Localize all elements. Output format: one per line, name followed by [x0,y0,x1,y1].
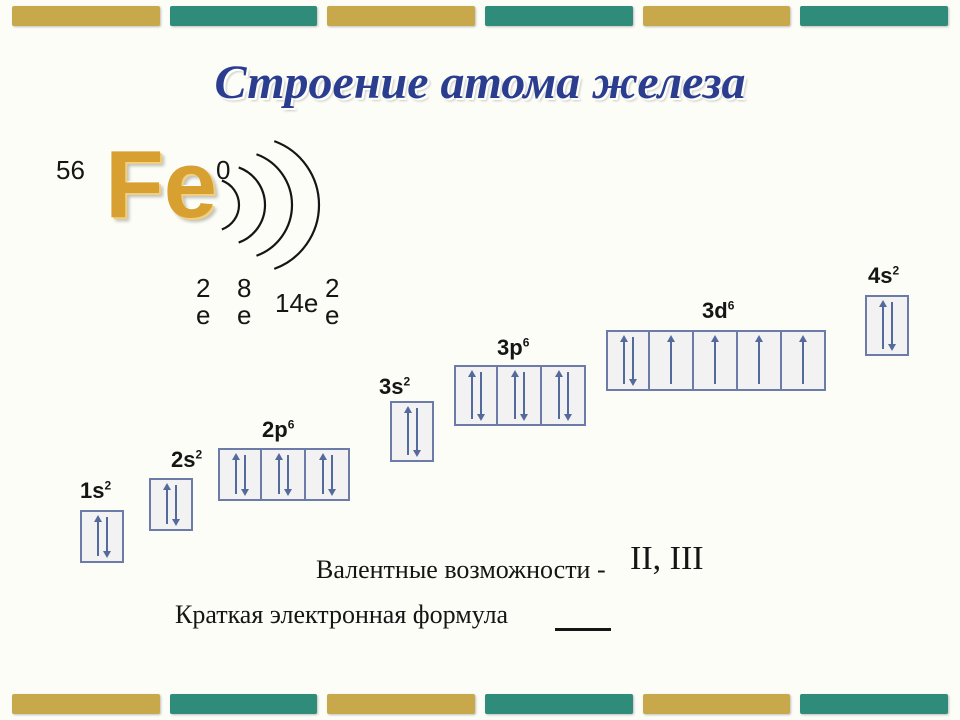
orbital-3d [606,330,826,391]
electron-arrow-up [319,453,327,496]
orbital-cell [865,295,909,356]
electron-arrow-down [888,300,896,351]
electron-arrow-down [241,453,249,496]
electron-arrow-up [275,453,283,496]
element-symbol: Fe [105,130,217,240]
electron-arrow-up [163,483,171,526]
formula-text: Краткая электронная формула [175,600,508,630]
orbital-label-2s: 2s2 [171,447,202,473]
shell-electron-count: 14е [275,290,318,316]
electron-arrow-up [620,335,628,386]
orbital-label-3p: 3p6 [497,335,529,361]
decor-bar [327,6,475,26]
orbital-cell [306,448,350,501]
decor-bar [485,694,633,714]
electron-arrow-down [103,515,111,558]
decor-bar [800,694,948,714]
electron-arrow-down [172,483,180,526]
orbital-cell [390,401,434,462]
decor-bar [800,6,948,26]
electron-arrow-up [94,515,102,558]
electron-arrow-down [413,406,421,457]
orbital-cell [454,365,498,426]
orbital-3s [390,401,434,462]
electron-arrow-up [879,300,887,351]
orbital-2s [149,478,193,531]
electron-arrow-up [555,370,563,421]
electron-arrow-down [520,370,528,421]
orbital-cell [218,448,262,501]
electron-arrow-down [564,370,572,421]
electron-arrow-down [477,370,485,421]
orbital-label-3s: 3s2 [379,374,410,400]
electron-arrow-up [468,370,476,421]
orbital-1s [80,510,124,563]
decor-bar [170,694,318,714]
valence-text: Валентные возможности - [316,555,606,585]
decor-bar [12,6,160,26]
orbital-cell [782,330,826,391]
orbital-cell [262,448,306,501]
formula-underline [555,628,611,631]
orbital-cell [650,330,694,391]
orbital-cell [606,330,650,391]
decor-bar [643,6,791,26]
electron-arrow-up [232,453,240,496]
electron-shell-arcs [205,135,385,295]
orbital-3p [454,365,586,426]
valence-values: II, III [630,540,704,578]
electron-arrow-down [284,453,292,496]
decor-bar [643,694,791,714]
orbital-cell [498,365,542,426]
orbital-2p [218,448,350,501]
electron-arrow-up [799,335,807,386]
electron-arrow-up [511,370,519,421]
orbital-cell [149,478,193,531]
decor-bar [170,6,318,26]
top-border-bars [0,6,960,26]
orbital-cell [738,330,782,391]
page-title: Строение атома железа [0,55,960,110]
bottom-border-bars [0,694,960,714]
electron-arrow-down [328,453,336,496]
decor-bar [485,6,633,26]
electron-arrow-up [755,335,763,386]
electron-arrow-up [404,406,412,457]
orbital-label-1s: 1s2 [80,478,111,504]
orbital-label-2p: 2p6 [262,417,294,443]
electron-arrow-up [711,335,719,386]
orbital-label-3d: 3d6 [702,298,734,324]
orbital-cell [694,330,738,391]
shell-electron-count: 8е [237,275,251,330]
orbital-4s [865,295,909,356]
orbital-cell [542,365,586,426]
orbital-cell [80,510,124,563]
electron-arrow-down [629,335,637,386]
electron-arrow-up [667,335,675,386]
mass-number: 56 [56,155,85,186]
shell-electron-count: 2е [325,275,339,330]
shell-electron-count: 2е [196,275,210,330]
decor-bar [12,694,160,714]
decor-bar [327,694,475,714]
orbital-label-4s: 4s2 [868,263,899,289]
